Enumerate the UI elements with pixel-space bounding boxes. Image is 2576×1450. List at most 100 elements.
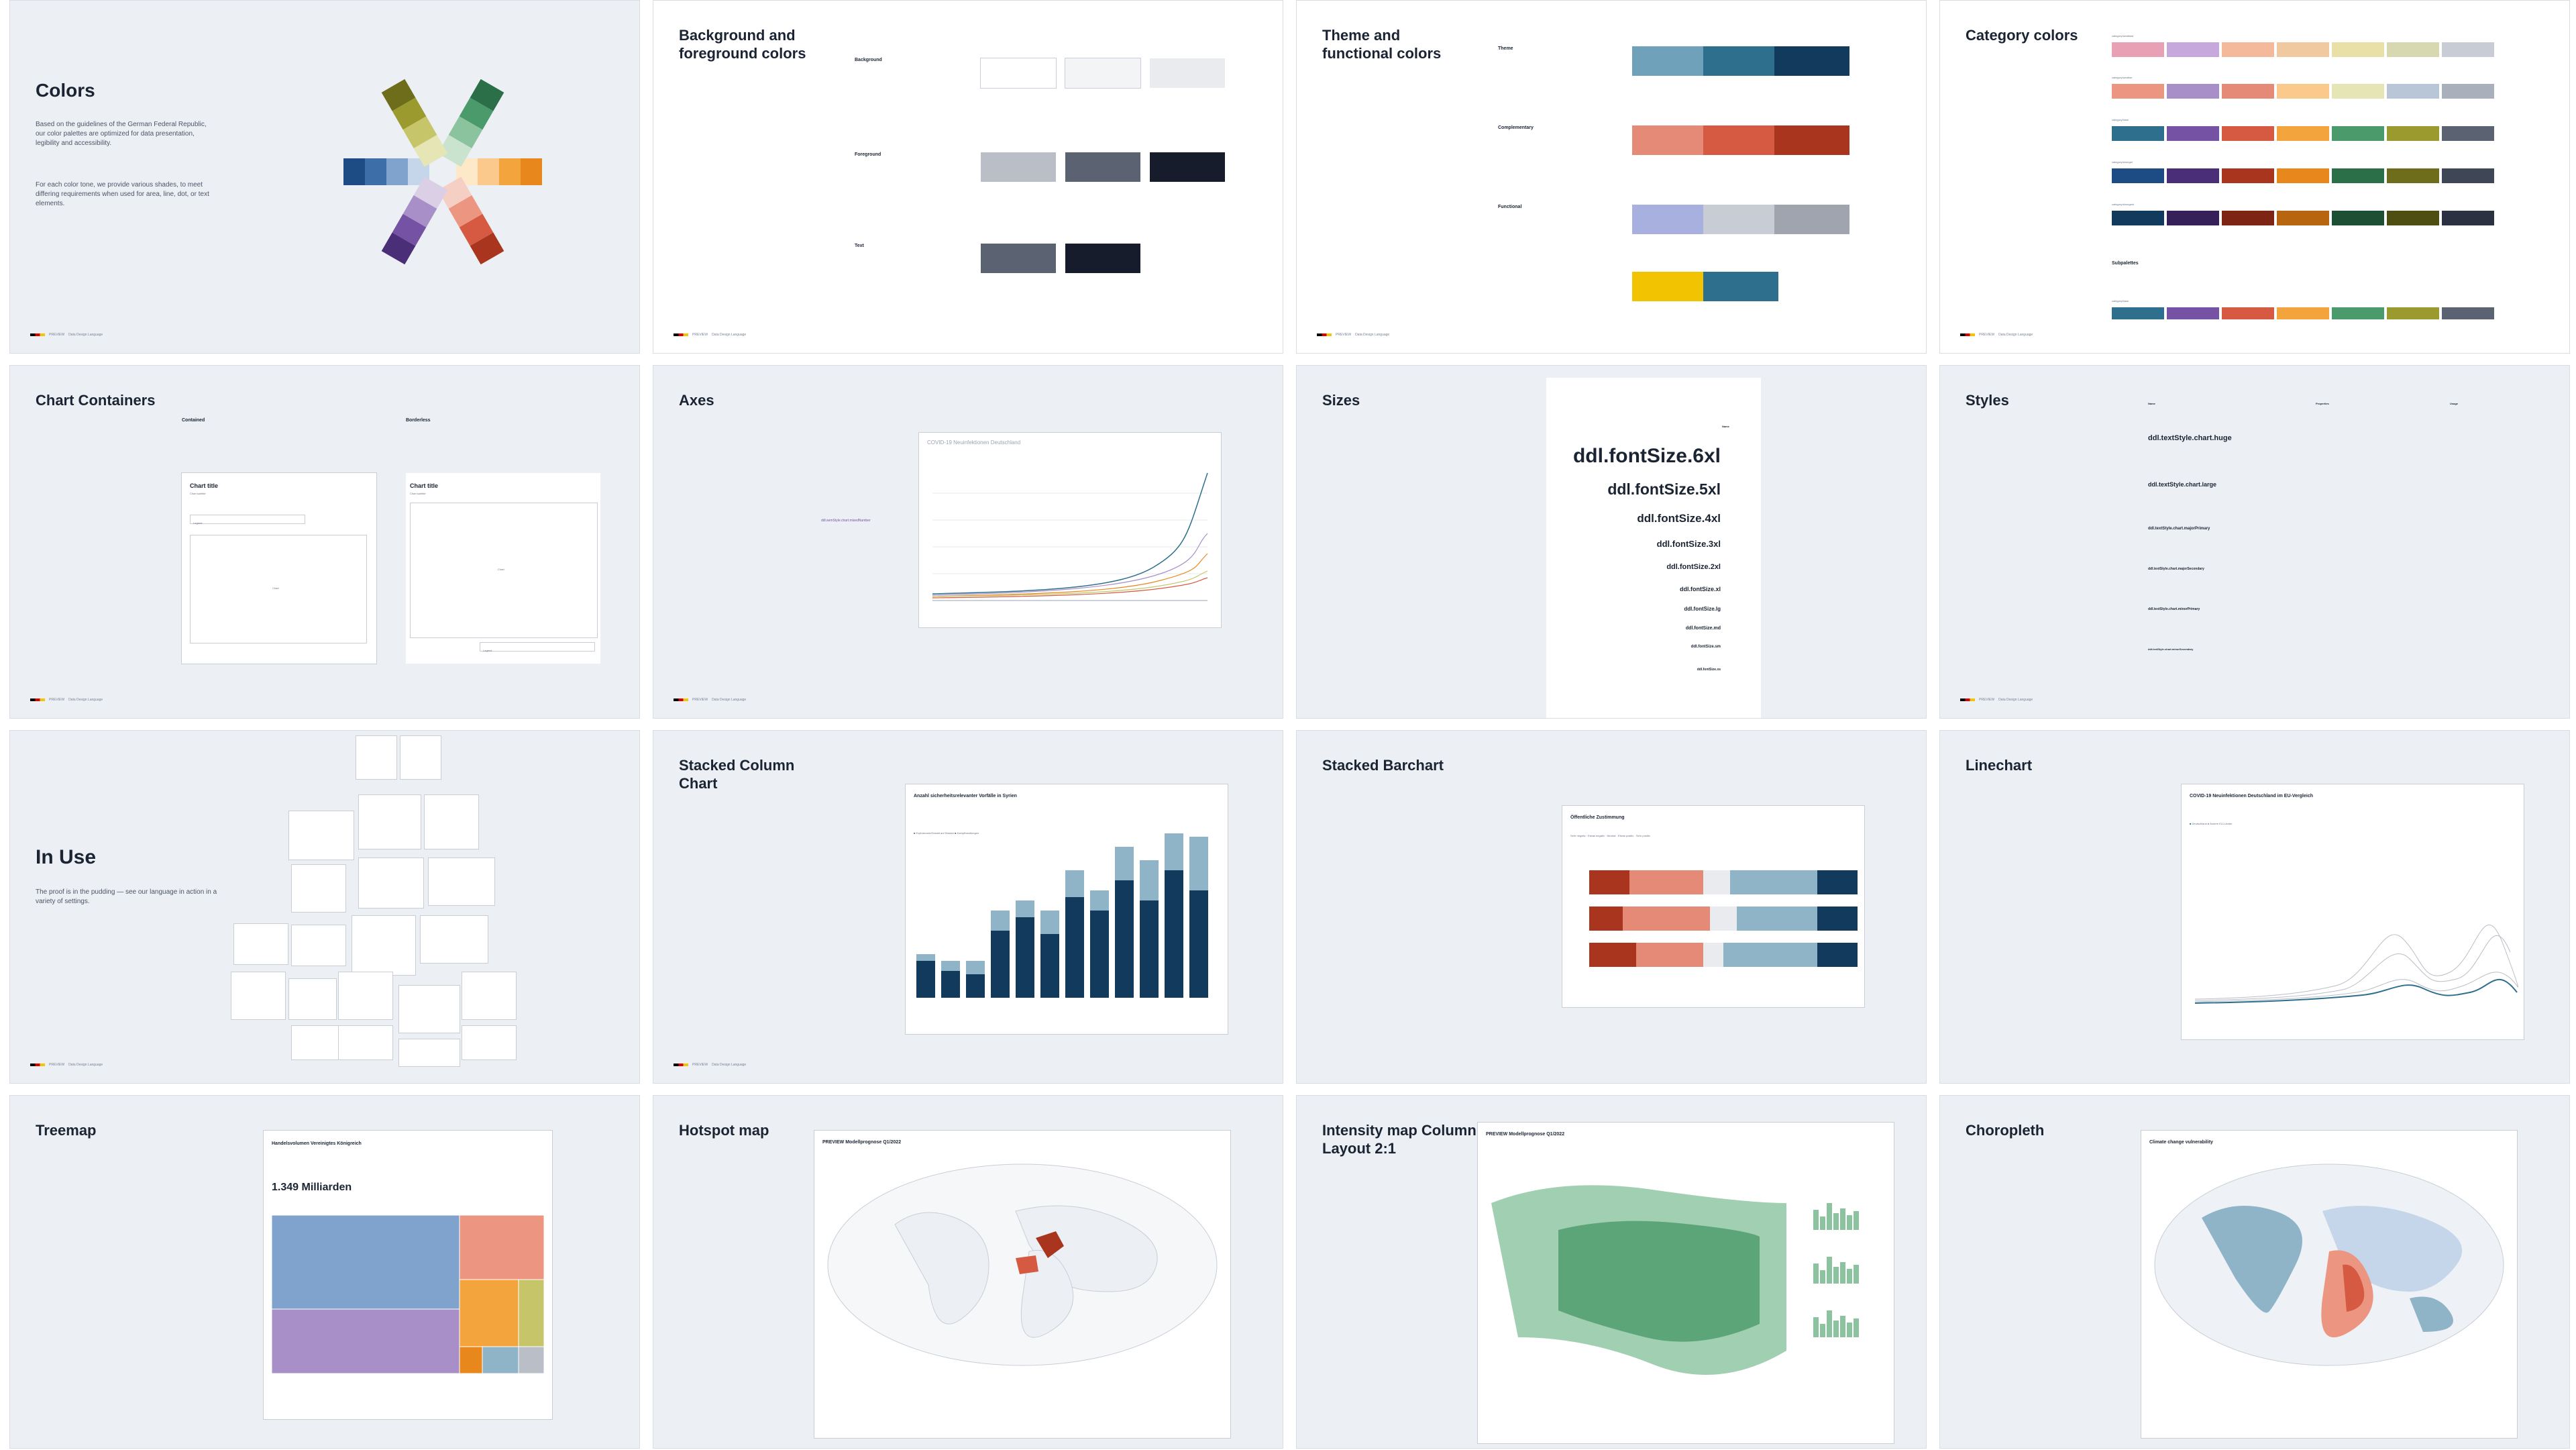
linechart-card: COVID-19 Neuinfektionen Deutschland im E… (2182, 784, 2524, 1039)
slide-hotspot-map[interactable]: Hotspot map PREVIEW Modellprognose Q1/20… (653, 1095, 1283, 1449)
hotspot-card: PREVIEW Modellprognose Q1/2022 (814, 1131, 1230, 1438)
thumbnail (289, 811, 354, 860)
swatch (1632, 205, 1707, 234)
category-swatch (2277, 211, 2329, 225)
size-sample: ddl.fontSize.md (1685, 626, 1721, 631)
chart-area: Chart (190, 535, 367, 643)
slide-stacked-bar[interactable]: Stacked Barchart Öffentliche Zustimmung … (1296, 730, 1927, 1084)
swatch (1703, 46, 1778, 76)
swatch (1632, 125, 1707, 155)
slide-title: Choropleth (1966, 1122, 2045, 1139)
slide-title: Treemap (36, 1122, 97, 1139)
swatch (1774, 125, 1849, 155)
column-segment-top (1065, 870, 1084, 897)
style-sample: ddl.textStyle.chart.large (2148, 481, 2217, 488)
section-background: Background (855, 58, 882, 62)
thumbnail (462, 1026, 516, 1059)
slide-stacked-column[interactable]: Stacked Column Chart Anzahl sicherheitsr… (653, 730, 1283, 1084)
swatch (1065, 152, 1140, 182)
legend: ■ Explosionen/Gewalt auf Distanz ■ Kampf… (914, 831, 979, 835)
column-segment-bottom (941, 971, 960, 998)
slide-footer: PREVIEW Data Design Language (1960, 333, 2033, 337)
column-segment-top (1115, 847, 1134, 880)
slide-footer: PREVIEW Data Design Language (1960, 698, 2033, 702)
treemap-card: Handelsvolumen Vereinigtes Königreich 1.… (264, 1131, 552, 1419)
slide-choropleth[interactable]: Choropleth Climate change vulnerability (1939, 1095, 2570, 1449)
slide-title: Sizes (1322, 392, 1360, 409)
group-label: category/stronger (2112, 160, 2133, 164)
column-segment-top (1140, 860, 1159, 900)
category-swatch (2387, 168, 2439, 183)
category-swatch (2387, 42, 2439, 57)
category-swatch (2387, 126, 2439, 141)
size-sample: ddl.fontSize.xl (1679, 586, 1721, 592)
category-swatch (2277, 168, 2329, 183)
borderless-card: Chart title Chart subtitle Chart Legend (406, 473, 600, 664)
style-sample: ddl.textStyle.chart.huge (2148, 434, 2232, 442)
swatch (1632, 272, 1707, 301)
category-swatch (2222, 307, 2274, 319)
size-sample: ddl.fontSize.5xl (1607, 480, 1721, 498)
size-sample: ddl.fontSize.6xl (1572, 445, 1721, 467)
section-functional: Functional (1498, 205, 1522, 209)
size-sample: ddl.fontSize.sm (1690, 645, 1721, 649)
category-swatch (2167, 42, 2219, 57)
thumbnail (352, 916, 415, 975)
slide-bg-fg-colors[interactable]: Background and foreground colors Backgro… (653, 0, 1283, 354)
slide-theme-colors[interactable]: Theme and functional colors Theme Comple… (1296, 0, 1927, 354)
slide-in-use[interactable]: In Use The proof is in the pudding — see… (9, 730, 640, 1084)
slide-title: Chart Containers (36, 392, 156, 409)
chart-title: Climate change vulnerability (2149, 1140, 2213, 1145)
category-swatch (2332, 42, 2384, 57)
column-segment-top (1165, 833, 1183, 870)
slide-linechart[interactable]: Linechart COVID-19 Neuinfektionen Deutsc… (1939, 730, 2570, 1084)
slide-footer: PREVIEW Data Design Language (1317, 333, 1389, 337)
thumbnail (292, 925, 345, 966)
swatch (1703, 205, 1778, 234)
column-header: Name (1722, 425, 1729, 428)
thumbnail (359, 858, 423, 908)
label-contained: Contained (182, 418, 205, 423)
category-swatch (2167, 211, 2219, 225)
category-swatch (2442, 42, 2494, 57)
slide-styles[interactable]: Styles Name Properties Usage ddl.textSty… (1939, 365, 2570, 719)
section-foreground: Foreground (855, 152, 881, 157)
category-swatch (2167, 84, 2219, 99)
slide-intensity-map[interactable]: Intensity map Column Layout 2:1 PREVIEW … (1296, 1095, 1927, 1449)
column-segment-bottom (1115, 880, 1134, 998)
thumbnail (339, 1026, 392, 1059)
swatch (1774, 205, 1849, 234)
intensity-card: PREVIEW Modellprognose Q1/2022 (1478, 1123, 1894, 1443)
swatch (1150, 58, 1225, 88)
slide-treemap[interactable]: Treemap Handelsvolumen Vereinigtes König… (9, 1095, 640, 1449)
stacked-column-card: Anzahl sicherheitsrelevanter Vorfälle in… (906, 784, 1228, 1034)
slide-sizes[interactable]: Sizes Name ddl.fontSize.6xl ddl.fontSize… (1296, 365, 1927, 719)
slide-title: Styles (1966, 392, 2009, 409)
slide-footer: PREVIEW Data Design Language (674, 1063, 746, 1067)
thumbnail (234, 924, 288, 964)
category-swatch (2112, 42, 2164, 57)
slide-footer: PREVIEW Data Design Language (30, 698, 103, 702)
chart-area: Chart (410, 503, 598, 638)
slide-colors[interactable]: Colors Based on the guidelines of the Ge… (9, 0, 640, 354)
slide-footer: PREVIEW Data Design Language (674, 698, 746, 702)
slide-axes[interactable]: Axes COVID-19 Neuinfektionen Deutschland… (653, 365, 1283, 719)
column-segment-bottom (1189, 890, 1208, 998)
slide-title: Background and foreground colors (679, 27, 806, 62)
thumbnail (231, 972, 285, 1019)
stacked-bar-chart (1589, 870, 1858, 967)
category-swatch (2222, 211, 2274, 225)
axes-chart-card: COVID-19 Neuinfektionen Deutschland (919, 433, 1221, 627)
slide-title: Linechart (1966, 757, 2033, 774)
category-swatch (2277, 126, 2329, 141)
column-segment-top (991, 911, 1010, 931)
size-sample: ddl.fontSize.2xl (1666, 563, 1721, 571)
line-chart (2194, 925, 2519, 1004)
thumbnail (339, 972, 392, 1019)
swatch (1065, 58, 1140, 88)
chart-title: PREVIEW Modellprognose Q1/2022 (822, 1140, 902, 1145)
chart-title: Handelsvolumen Vereinigtes Königreich (272, 1141, 362, 1146)
slide-category-colors[interactable]: Category colors category/wealland catego… (1939, 0, 2570, 354)
style-sample: ddl.textStyle.chart.majorSecondary (2148, 567, 2204, 571)
slide-chart-containers[interactable]: Chart Containers Contained Borderless Ch… (9, 365, 640, 719)
